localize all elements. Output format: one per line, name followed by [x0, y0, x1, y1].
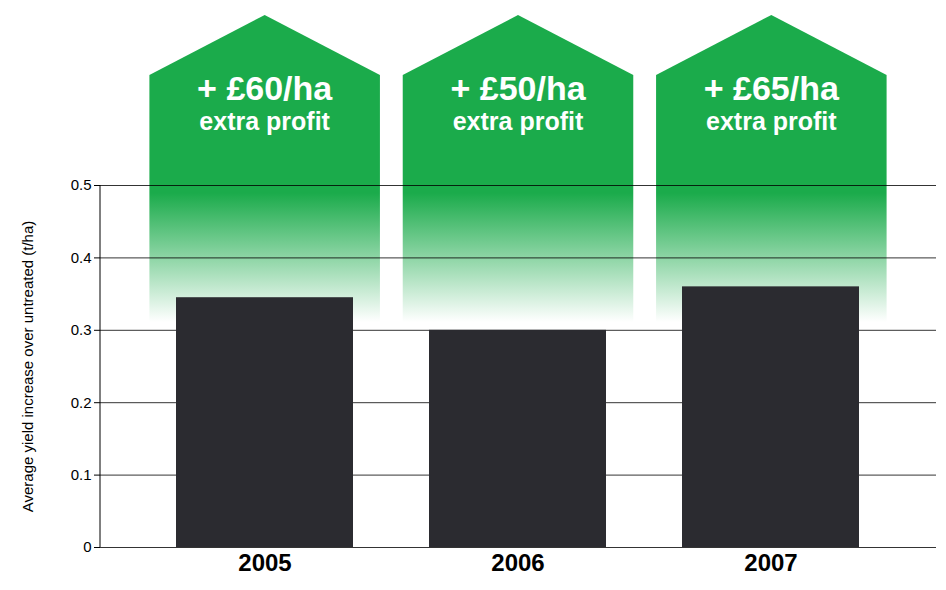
svg-text:2007: 2007: [744, 549, 797, 576]
svg-text:extra profit: extra profit: [199, 107, 330, 135]
svg-text:0.3: 0.3: [71, 321, 92, 338]
svg-text:Average yield increase over un: Average yield increase over untreated (t…: [19, 221, 36, 513]
svg-text:0.5: 0.5: [71, 176, 92, 193]
svg-text:0.2: 0.2: [71, 394, 92, 411]
svg-text:+ £50/ha: + £50/ha: [450, 69, 586, 107]
svg-text:0.1: 0.1: [71, 466, 92, 483]
svg-text:0: 0: [83, 538, 91, 555]
svg-text:extra profit: extra profit: [706, 107, 837, 135]
svg-text:2006: 2006: [491, 549, 544, 576]
svg-text:+ £60/ha: + £60/ha: [197, 69, 333, 107]
svg-text:extra profit: extra profit: [453, 107, 584, 135]
svg-text:2005: 2005: [238, 549, 291, 576]
svg-text:0.4: 0.4: [71, 249, 92, 266]
svg-text:+ £65/ha: + £65/ha: [704, 69, 840, 107]
